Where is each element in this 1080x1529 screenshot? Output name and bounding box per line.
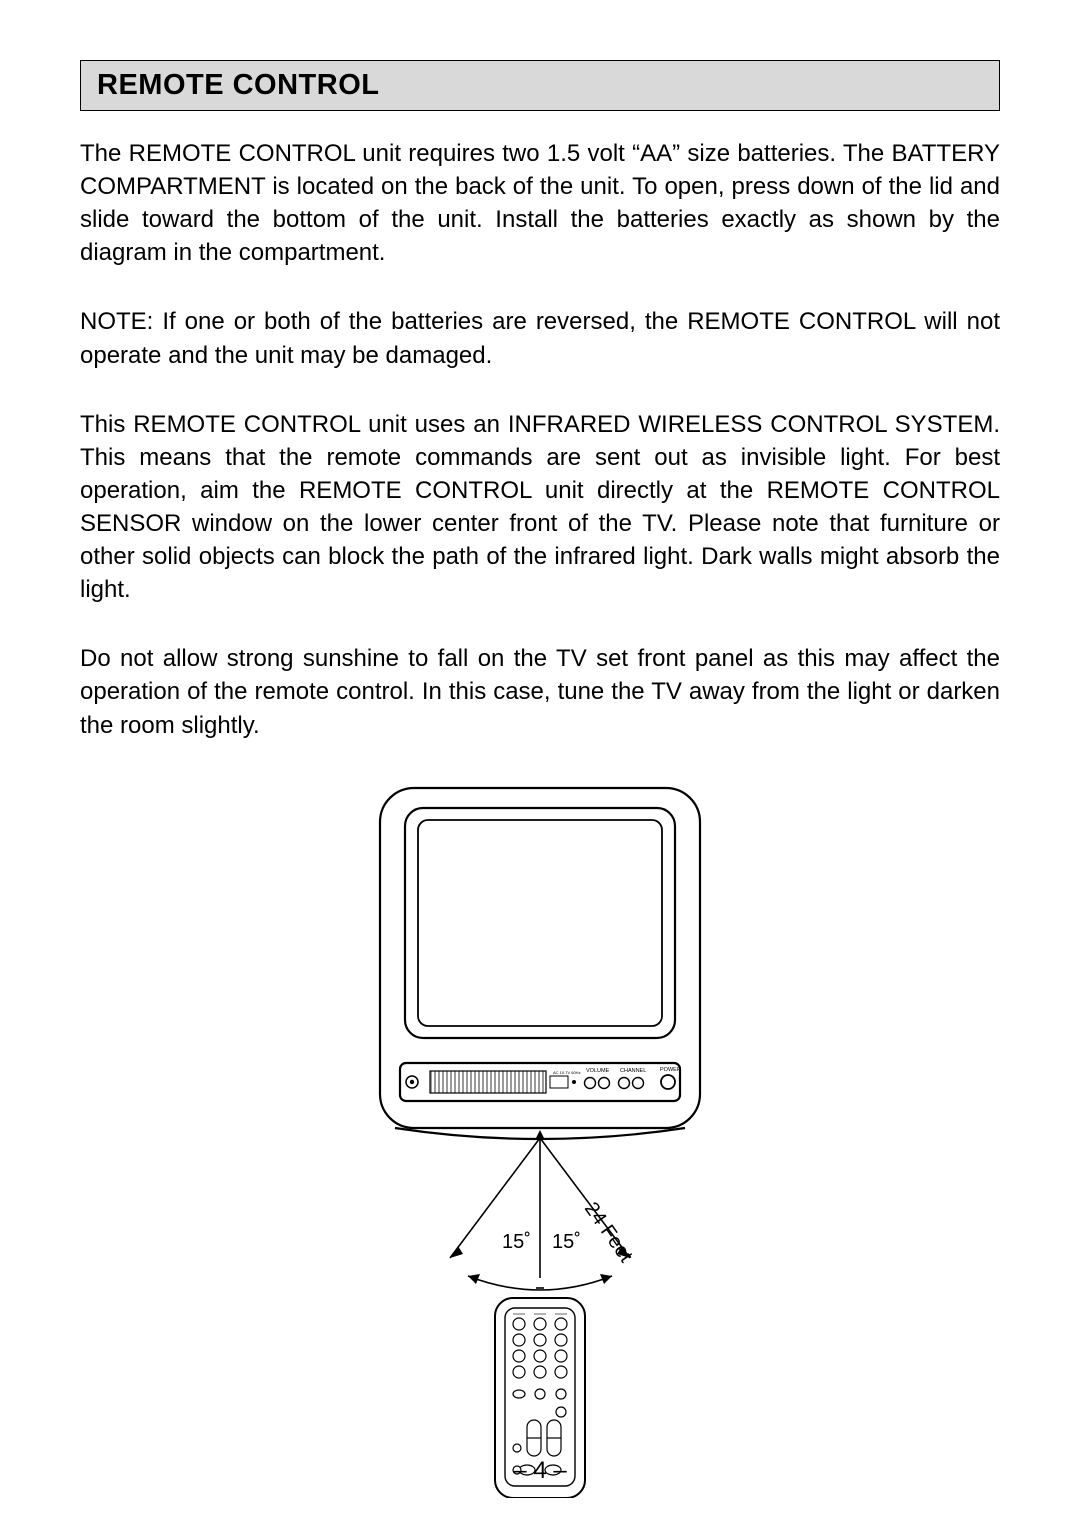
distance-label: 24 Feet xyxy=(580,1198,637,1267)
page-number: – 4 – xyxy=(0,1457,1080,1485)
paragraph-2: NOTE: If one or both of the batteries ar… xyxy=(80,305,1000,371)
svg-text:CHANNEL: CHANNEL xyxy=(620,1068,646,1074)
remote-range-diagram: AC 10.7V 60Hz VOLUME CHANNEL POWER xyxy=(350,778,730,1498)
paragraph-4: Do not allow strong sunshine to fall on … xyxy=(80,642,1000,741)
svg-text:POWER: POWER xyxy=(660,1067,681,1073)
paragraph-3: This REMOTE CONTROL unit uses an INFRARE… xyxy=(80,408,1000,607)
svg-text:AC 10.7V 60Hz: AC 10.7V 60Hz xyxy=(553,1070,581,1075)
angle-left-label: 15˚ xyxy=(502,1231,531,1253)
figure-container: AC 10.7V 60Hz VOLUME CHANNEL POWER xyxy=(80,778,1000,1498)
section-heading: REMOTE CONTROL xyxy=(97,69,380,101)
manual-page: REMOTE CONTROL The REMOTE CONTROL unit r… xyxy=(0,0,1080,1529)
section-heading-box: REMOTE CONTROL xyxy=(80,60,1000,111)
angle-right-label: 15˚ xyxy=(552,1231,581,1253)
paragraph-1: The REMOTE CONTROL unit requires two 1.5… xyxy=(80,137,1000,269)
svg-text:VOLUME: VOLUME xyxy=(586,1068,610,1074)
